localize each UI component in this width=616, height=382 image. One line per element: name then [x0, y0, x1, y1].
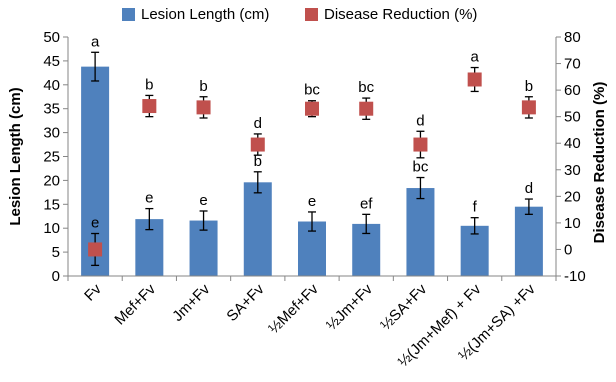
bar-significance-letter: e	[199, 192, 207, 209]
bar-significance-letter: a	[91, 33, 100, 50]
legend-item-lesion-length: Lesion Length (cm)	[122, 6, 269, 23]
x-category-label: ½Jm+Fv	[323, 280, 376, 333]
marker-significance-letter: bc	[358, 79, 374, 96]
y2-tick-label: 0	[564, 241, 572, 258]
x-category-label: Mef+Fv	[111, 280, 159, 328]
legend-label-lesion-length: Lesion Length (cm)	[141, 6, 270, 23]
marker	[250, 137, 265, 152]
y2-tick-label: 60	[564, 82, 581, 99]
x-category-label: ½SA+Fv	[377, 280, 430, 333]
y2-tick-label: 50	[564, 109, 581, 126]
y-tick-label: 45	[43, 53, 60, 70]
y-tick-label: 35	[43, 101, 60, 118]
y2-axis-title: Disease Reduction (%)	[591, 82, 608, 244]
bar-significance-letter: d	[525, 180, 533, 197]
bar	[406, 188, 435, 276]
marker-significance-letter: b	[145, 76, 153, 93]
legend-item-disease-reduction: Disease Reduction (%)	[305, 6, 477, 23]
y2-tick-label: 20	[564, 188, 581, 205]
legend: Lesion Length (cm) Disease Reduction (%)	[0, 6, 616, 28]
y-axis-title: Lesion Length (cm)	[7, 87, 24, 225]
y-tick-label: 15	[43, 196, 60, 213]
marker-significance-letter: d	[254, 115, 262, 132]
marker	[196, 100, 211, 115]
marker-significance-letter: bc	[304, 82, 320, 99]
bar-significance-letter: e	[308, 193, 316, 210]
marker-significance-letter: d	[416, 112, 424, 129]
x-category-label: SA+Fv	[223, 280, 267, 324]
x-category-label: Fv	[81, 280, 105, 304]
marker	[521, 100, 536, 115]
marker-significance-letter: b	[525, 78, 533, 95]
y2-tick-label: 30	[564, 162, 581, 179]
y-tick-label: 25	[43, 149, 60, 166]
y-tick-label: 40	[43, 77, 60, 94]
y-tick-label: 50	[43, 29, 60, 46]
marker-significance-letter: e	[91, 215, 99, 232]
bar	[514, 206, 543, 276]
x-category-label: Jm+Fv	[169, 280, 213, 324]
y2-tick-label: -10	[564, 268, 586, 285]
marker	[88, 242, 103, 257]
bar	[243, 182, 272, 276]
marker-significance-letter: b	[199, 78, 207, 95]
bar-significance-letter: f	[473, 199, 478, 216]
y2-tick-label: 70	[564, 56, 581, 73]
y-tick-label: 30	[43, 125, 60, 142]
bar-significance-letter: b	[254, 153, 262, 170]
y-tick-label: 5	[52, 244, 60, 261]
marker	[359, 101, 374, 116]
bar-significance-letter: ef	[360, 195, 373, 212]
y-tick-label: 0	[52, 268, 60, 285]
x-category-label: ½Mef+Fv	[265, 280, 322, 337]
y2-tick-label: 10	[564, 215, 581, 232]
y-tick-label: 10	[43, 220, 60, 237]
y-tick-label: 20	[43, 172, 60, 189]
y2-tick-label: 80	[564, 29, 581, 46]
marker	[142, 99, 157, 114]
bar-significance-letter: bc	[413, 159, 429, 176]
legend-swatch-disease-reduction	[305, 8, 318, 21]
marker	[305, 101, 319, 116]
marker-significance-letter: a	[470, 49, 479, 66]
y2-tick-label: 40	[564, 135, 581, 152]
legend-swatch-lesion-length	[122, 8, 135, 21]
marker	[467, 72, 482, 87]
legend-label-disease-reduction: Disease Reduction (%)	[324, 6, 478, 23]
bar-significance-letter: e	[145, 190, 153, 207]
marker	[413, 137, 428, 152]
